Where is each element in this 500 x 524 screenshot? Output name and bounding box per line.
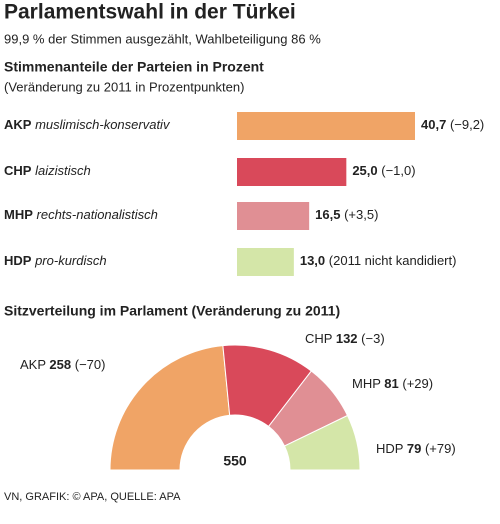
- category-label: CHP laizistisch: [4, 163, 91, 178]
- party: CHP: [4, 163, 32, 178]
- party: MHP: [352, 376, 381, 391]
- party: CHP: [305, 331, 332, 346]
- seats: 81: [384, 376, 398, 391]
- party: AKP: [4, 117, 32, 132]
- description: pro-kurdisch: [34, 253, 107, 268]
- party: HDP: [376, 441, 403, 456]
- change: (+3,5): [344, 207, 378, 222]
- bar: [237, 202, 310, 230]
- bar-subtitle: (Veränderung zu 2011 in Prozentpunkten): [4, 79, 244, 94]
- party: HDP: [4, 253, 32, 268]
- seats: 258: [49, 357, 71, 372]
- value-label: 25,0 (−1,0): [352, 163, 415, 178]
- value: 16,5: [315, 207, 340, 222]
- page-subtitle: 99,9 % der Stimmen ausgezählt, Wahlbetei…: [4, 31, 321, 46]
- category-label: HDP pro-kurdisch: [4, 253, 107, 268]
- description: laizistisch: [35, 163, 91, 178]
- change: (2011 nicht kandidiert): [329, 253, 457, 268]
- description: muslimisch-konservativ: [35, 117, 171, 132]
- value-label: 40,7 (−9,2): [421, 117, 484, 132]
- change: (−9,2): [450, 117, 484, 132]
- change: (−1,0): [381, 163, 415, 178]
- seats: 132: [336, 331, 358, 346]
- bar: [237, 112, 415, 140]
- party: AKP: [20, 357, 46, 372]
- change: (−70): [75, 357, 106, 372]
- seats: 79: [407, 441, 421, 456]
- value-label: 13,0 (2011 nicht kandidiert): [300, 253, 457, 268]
- page-title: Parlamentswahl in der Türkei: [4, 1, 296, 24]
- category-label: MHP rechts-nationalistisch: [4, 207, 158, 222]
- seat-segment: [283, 414, 361, 471]
- bar: [237, 158, 347, 186]
- seat-label: MHP 81 (+29): [352, 376, 433, 391]
- pie-title: Sitzverteilung im Parlament (Veränderung…: [4, 303, 340, 319]
- category-label: AKP muslimisch-konservativ: [4, 117, 171, 132]
- bar-title: Stimmenanteile der Parteien in Prozent: [4, 59, 264, 75]
- change: (+29): [402, 376, 433, 391]
- seat-segment: [109, 345, 231, 471]
- value: 13,0: [300, 253, 325, 268]
- source: VN, GRAFIK: © APA, QUELLE: APA: [4, 491, 181, 503]
- change: (−3): [361, 331, 384, 346]
- description: rechts-nationalistisch: [37, 207, 158, 222]
- value: 25,0: [352, 163, 377, 178]
- seat-label: CHP 132 (−3): [305, 331, 385, 346]
- seat-label: HDP 79 (+79): [376, 441, 456, 456]
- change: (+79): [425, 441, 456, 456]
- total-seats: 550: [223, 453, 247, 469]
- bar: [237, 248, 294, 276]
- party: MHP: [4, 207, 33, 222]
- value: 40,7: [421, 117, 446, 132]
- value-label: 16,5 (+3,5): [315, 207, 378, 222]
- seat-label: AKP 258 (−70): [20, 357, 105, 372]
